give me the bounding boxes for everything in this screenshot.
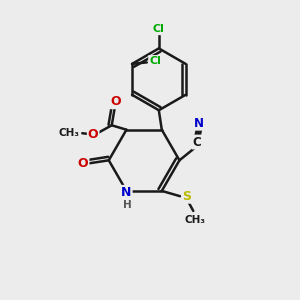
Text: C: C (192, 136, 201, 148)
Text: CH₃: CH₃ (59, 128, 80, 138)
Text: S: S (182, 190, 191, 203)
Text: Cl: Cl (153, 24, 165, 34)
Text: O: O (88, 128, 98, 141)
Text: N: N (194, 117, 204, 130)
Text: Cl: Cl (149, 56, 161, 66)
Text: O: O (111, 95, 122, 108)
Text: CH₃: CH₃ (184, 215, 205, 225)
Text: H: H (123, 200, 131, 210)
Text: N: N (121, 186, 132, 199)
Text: O: O (78, 157, 88, 170)
